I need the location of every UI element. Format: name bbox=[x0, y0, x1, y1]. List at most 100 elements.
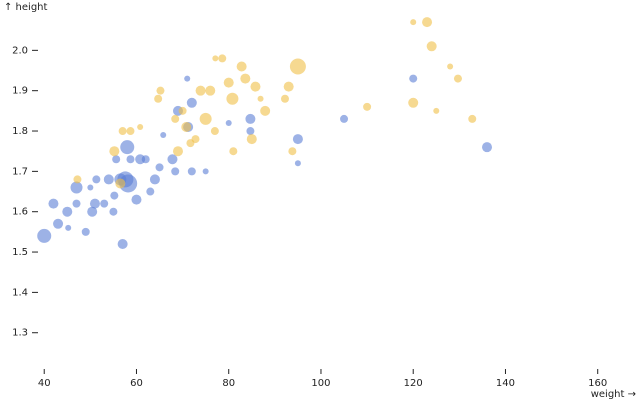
point bbox=[468, 114, 477, 123]
x-tick-label: 160 bbox=[588, 378, 607, 389]
point bbox=[112, 155, 121, 164]
y-tick-label: 1.9 bbox=[12, 86, 28, 97]
point bbox=[92, 175, 101, 184]
y-tick-label: 1.6 bbox=[12, 207, 28, 218]
point bbox=[482, 142, 493, 153]
point bbox=[205, 85, 216, 96]
point bbox=[236, 61, 247, 72]
point bbox=[115, 178, 126, 189]
point bbox=[283, 81, 294, 92]
point bbox=[288, 147, 297, 156]
point bbox=[110, 191, 119, 200]
point bbox=[246, 127, 255, 136]
point bbox=[109, 146, 120, 157]
x-tick-label: 100 bbox=[311, 378, 330, 389]
point bbox=[289, 58, 306, 75]
point bbox=[48, 198, 59, 209]
point bbox=[70, 181, 83, 194]
point bbox=[118, 127, 127, 136]
point bbox=[149, 174, 160, 185]
point bbox=[126, 155, 135, 164]
point bbox=[171, 167, 180, 176]
point bbox=[131, 194, 142, 205]
point bbox=[245, 113, 256, 124]
point bbox=[137, 123, 144, 130]
point bbox=[210, 127, 219, 136]
point bbox=[100, 199, 109, 208]
point bbox=[120, 140, 135, 155]
point bbox=[37, 228, 52, 243]
point bbox=[250, 81, 261, 92]
x-tick-label: 80 bbox=[222, 378, 235, 389]
point bbox=[53, 218, 64, 229]
point bbox=[184, 75, 191, 82]
point bbox=[73, 175, 82, 184]
point bbox=[160, 132, 167, 139]
point bbox=[410, 19, 417, 26]
point bbox=[103, 174, 114, 185]
point bbox=[87, 184, 94, 191]
point bbox=[292, 134, 303, 145]
point bbox=[240, 73, 251, 84]
point bbox=[257, 95, 264, 102]
point bbox=[156, 86, 165, 95]
point bbox=[363, 102, 372, 111]
point bbox=[294, 160, 301, 167]
point bbox=[81, 227, 90, 236]
x-tick-label: 140 bbox=[496, 378, 515, 389]
point bbox=[199, 112, 212, 125]
point bbox=[447, 63, 454, 70]
point bbox=[433, 107, 440, 114]
point bbox=[141, 155, 150, 164]
point bbox=[280, 94, 289, 103]
point bbox=[171, 114, 180, 123]
y-tick-label: 1.5 bbox=[12, 247, 28, 258]
point bbox=[119, 174, 138, 193]
point bbox=[340, 114, 349, 123]
point bbox=[191, 135, 200, 144]
point bbox=[109, 207, 118, 216]
point bbox=[195, 85, 206, 96]
x-tick-label: 120 bbox=[404, 378, 423, 389]
point bbox=[426, 41, 437, 52]
point bbox=[218, 54, 227, 63]
point bbox=[87, 206, 98, 217]
x-axis-label: weight → bbox=[591, 389, 636, 400]
point bbox=[181, 121, 192, 132]
y-tick-label: 1.4 bbox=[12, 287, 28, 298]
point bbox=[65, 224, 72, 231]
point bbox=[409, 74, 418, 83]
point bbox=[89, 198, 100, 209]
point bbox=[212, 55, 219, 62]
point bbox=[155, 163, 164, 172]
point bbox=[223, 77, 234, 88]
point bbox=[117, 238, 128, 249]
x-tick-label: 40 bbox=[38, 378, 51, 389]
point bbox=[126, 127, 135, 136]
point bbox=[225, 119, 232, 126]
y-tick-label: 1.3 bbox=[12, 328, 28, 339]
y-tick-label: 2.0 bbox=[12, 45, 28, 56]
point bbox=[408, 97, 419, 108]
y-tick-label: 1.7 bbox=[12, 166, 28, 177]
point bbox=[167, 154, 178, 165]
point bbox=[226, 92, 239, 105]
x-tick-label: 60 bbox=[130, 378, 143, 389]
point bbox=[453, 74, 462, 83]
point bbox=[246, 134, 257, 145]
point bbox=[72, 199, 81, 208]
y-tick-label: 1.8 bbox=[12, 126, 28, 137]
point bbox=[178, 106, 187, 115]
point bbox=[154, 94, 163, 103]
point bbox=[229, 147, 238, 156]
point bbox=[146, 187, 155, 196]
point bbox=[172, 146, 183, 157]
point bbox=[202, 168, 209, 175]
point bbox=[422, 17, 433, 28]
point bbox=[62, 206, 73, 217]
point bbox=[187, 167, 196, 176]
y-axis-label: ↑ height bbox=[4, 2, 48, 13]
point bbox=[186, 97, 197, 108]
point bbox=[260, 105, 271, 116]
